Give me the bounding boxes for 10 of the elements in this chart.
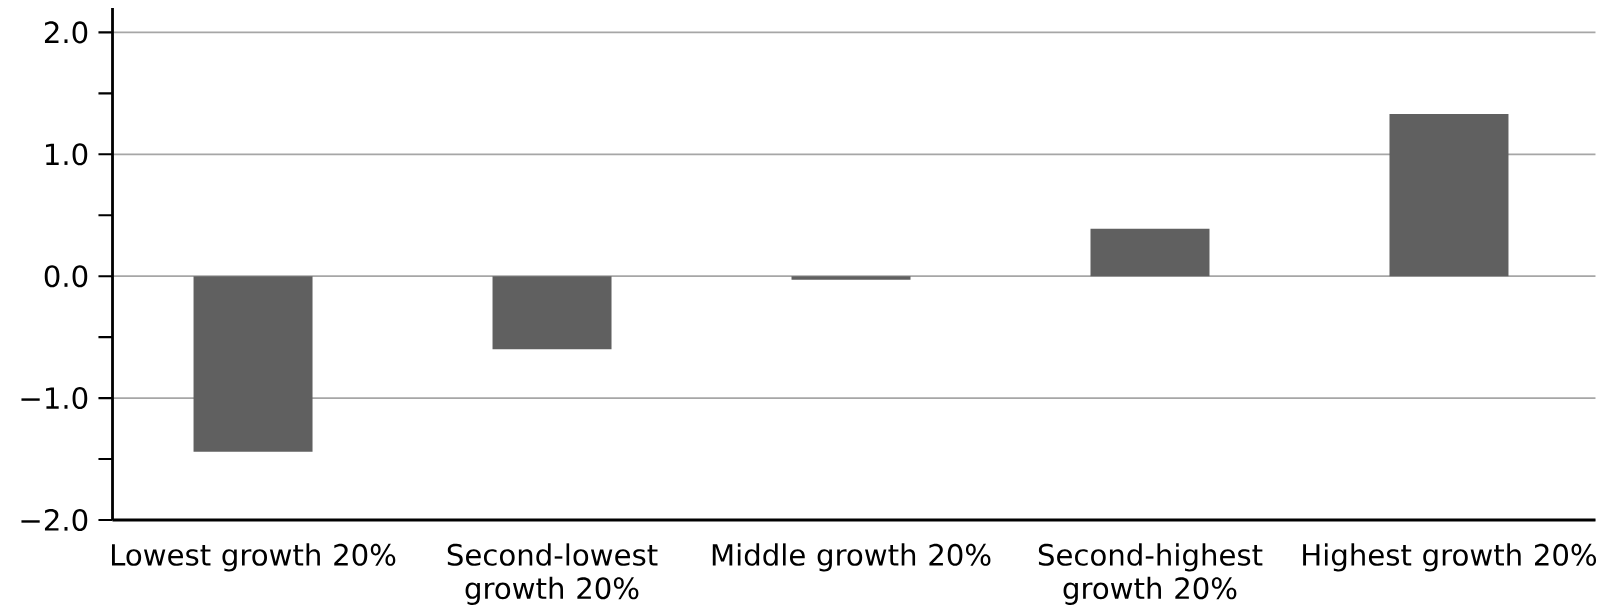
y-tick-label: 2.0 xyxy=(44,21,88,44)
x-tick-label: Highest growth 20% xyxy=(1303,543,1597,572)
x-tick-label: Second-highest growth 20% xyxy=(1038,543,1263,605)
x-tick-label: Second-lowest growth 20% xyxy=(447,543,658,605)
x-tick-label: Lowest growth 20% xyxy=(112,543,396,572)
x-tick-label: Middle growth 20% xyxy=(712,543,991,572)
y-tick-label: −2.0 xyxy=(21,508,88,532)
y-tick-label: 1.0 xyxy=(46,143,88,166)
y-tick-label: −1.0 xyxy=(21,387,88,410)
y-tick-label: 0.0 xyxy=(44,265,88,288)
